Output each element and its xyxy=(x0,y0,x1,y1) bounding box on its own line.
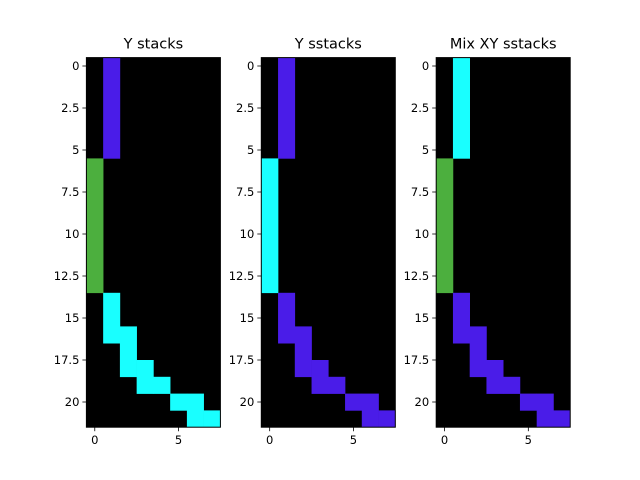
heatmap-cell xyxy=(278,57,296,159)
heatmap-cell xyxy=(86,158,104,294)
heatmap-cell xyxy=(436,158,454,294)
x-tick-label: 0 xyxy=(91,433,98,447)
axes-frame xyxy=(260,57,396,428)
y-tick-label: 20 xyxy=(415,395,430,409)
axes-frame xyxy=(85,57,221,428)
heatmap-cell xyxy=(261,158,279,294)
y-tick-label: 0 xyxy=(422,59,429,73)
heatmap-cell xyxy=(378,410,396,428)
y-tick-label: 17.5 xyxy=(404,353,430,367)
y-tick-label: 15 xyxy=(415,311,430,325)
panel-title: Y stacks xyxy=(123,37,184,53)
heatmap-cell xyxy=(203,410,221,428)
panel-title: Mix XY sstacks xyxy=(450,37,557,53)
y-tick-label: 7.5 xyxy=(411,185,429,199)
y-tick-label: 5 xyxy=(72,143,79,157)
panel-title: Y sstacks xyxy=(294,37,362,53)
x-tick-label: 0 xyxy=(266,433,273,447)
y-tick-label: 7.5 xyxy=(61,185,79,199)
y-tick-label: 12.5 xyxy=(404,269,430,283)
y-tick-label: 12.5 xyxy=(229,269,255,283)
y-tick-label: 5 xyxy=(247,143,254,157)
heatmap-cell xyxy=(153,376,171,394)
heatmap-cell xyxy=(170,393,188,411)
heatmap-cell xyxy=(469,326,487,378)
y-tick-label: 7.5 xyxy=(236,185,254,199)
y-tick-label: 2.5 xyxy=(411,101,429,115)
heatmap-cell xyxy=(553,410,571,428)
heatmap-cell xyxy=(519,393,537,411)
heatmap-cell xyxy=(119,326,137,378)
heatmap-cell xyxy=(452,57,470,159)
panel-3: Mix XY sstacks 0 5 0 2.5 5 7.5 10 12.5 15 17.5 20 xyxy=(404,37,571,447)
y-tick-label: 15 xyxy=(240,311,255,325)
y-tick-label: 12.5 xyxy=(54,269,80,283)
y-tick-label: 15 xyxy=(65,311,80,325)
x-tick-label: 5 xyxy=(175,433,182,447)
y-tick-label: 0 xyxy=(247,59,254,73)
y-tick-label: 10 xyxy=(240,227,255,241)
heatmap-cell xyxy=(136,360,154,394)
y-tick-label: 10 xyxy=(415,227,430,241)
y-tick-label: 20 xyxy=(240,395,255,409)
axes-frame xyxy=(435,57,571,428)
heatmap-cell xyxy=(311,360,329,394)
y-tick-label: 20 xyxy=(65,395,80,409)
heatmap-cell xyxy=(103,292,121,344)
heatmap-cell xyxy=(294,326,312,378)
heatmap-cell xyxy=(278,292,296,344)
heatmap-cell xyxy=(486,360,504,394)
heatmap-cell xyxy=(345,393,363,411)
x-tick-label: 5 xyxy=(525,433,532,447)
y-tick-label: 10 xyxy=(65,227,80,241)
y-tick-label: 5 xyxy=(422,143,429,157)
x-tick-label: 0 xyxy=(441,433,448,447)
panel-2: Y sstacks 0 5 0 2.5 5 7.5 10 12.5 15 17.5 20 xyxy=(229,37,396,447)
heatmap-cell xyxy=(103,57,121,159)
x-tick-label: 5 xyxy=(350,433,357,447)
heatmap-cell xyxy=(452,292,470,344)
y-tick-label: 0 xyxy=(72,59,79,73)
heatmap-cell xyxy=(536,393,554,428)
y-tick-label: 17.5 xyxy=(229,353,255,367)
heatmap-cell xyxy=(328,376,346,394)
y-tick-label: 2.5 xyxy=(236,101,254,115)
panel-1: Y stacks 0 5 0 2.5 5 7.5 10 12.5 15 17.5 20 xyxy=(54,37,221,447)
y-tick-label: 17.5 xyxy=(54,353,80,367)
heatmap-cell xyxy=(361,393,379,428)
y-tick-label: 2.5 xyxy=(61,101,79,115)
heatmap-cell xyxy=(186,393,204,428)
heatmap-cell xyxy=(503,376,521,394)
